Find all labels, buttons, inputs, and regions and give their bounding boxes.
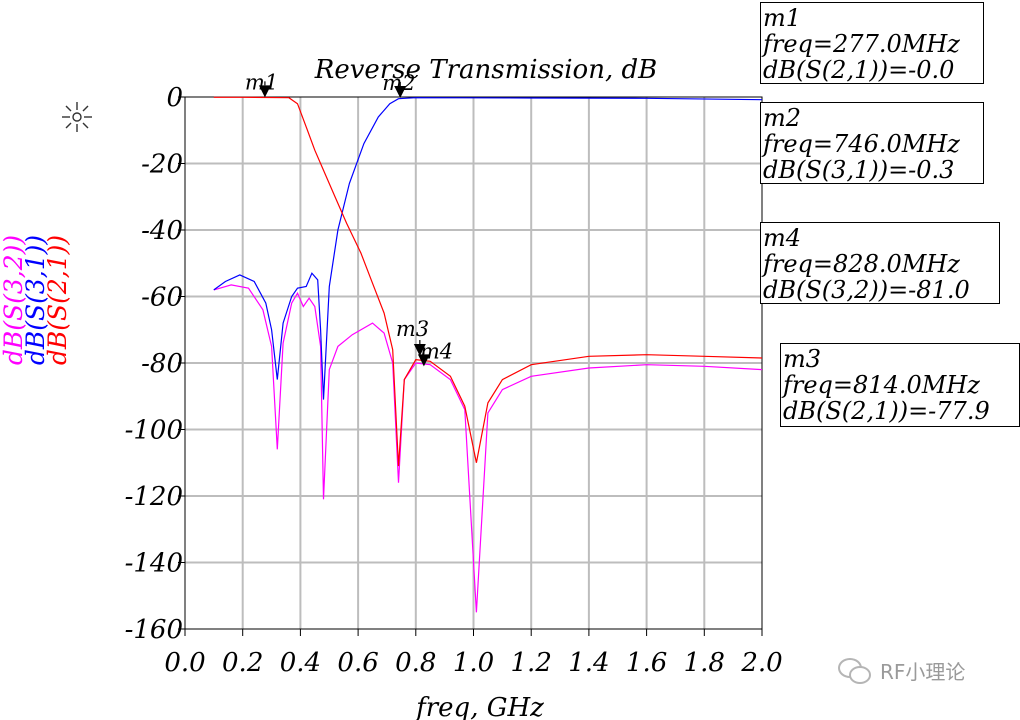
y-axis-series-label: dB(S(3,1)) xyxy=(21,235,50,365)
marker-box-title: m1 xyxy=(763,4,802,32)
y-axis-series-label: dB(S(3,2)) xyxy=(0,235,28,365)
marker-box-value: dB(S(3,1))=-0.3 xyxy=(763,156,955,184)
x-tick-label: 2.0 xyxy=(740,648,782,678)
y-tick-label: -20 xyxy=(141,150,183,180)
marker-label-m4: m4 xyxy=(420,339,453,363)
y-axis-legend: dB(S(3,2))dB(S(3,1))dB(S(2,1)) xyxy=(0,235,72,365)
marker-box-m1: m1 freq=277.0MHz dB(S(2,1))=-0.0 xyxy=(760,2,984,84)
marker-box-value: dB(S(3,2))=-81.0 xyxy=(763,276,970,304)
sun-icon xyxy=(60,100,94,134)
marker-box-title: m2 xyxy=(763,104,802,132)
y-tick-label: -140 xyxy=(125,549,183,579)
series-line-dB(S(3,1)) xyxy=(213,97,763,400)
marker-box-freq: freq=828.0MHz xyxy=(763,250,960,278)
y-tick-label: -80 xyxy=(141,349,183,379)
marker-arrow-m4 xyxy=(417,354,430,367)
y-axis-series-label: dB(S(2,1)) xyxy=(43,235,72,365)
marker-box-value: dB(S(2,1))=-0.0 xyxy=(763,56,955,84)
marker-box-m4: m4 freq=828.0MHz dB(S(3,2))=-81.0 xyxy=(760,222,1000,304)
marker-label-m2: m2 xyxy=(382,71,415,95)
x-tick-label: 1.0 xyxy=(453,648,494,678)
x-tick-label: 0.4 xyxy=(280,648,321,678)
x-tick-label: 1.4 xyxy=(568,648,609,678)
axis-ticks: 0.0 0.2 0.4 0.6 0.8 1.0 1.2 1.4 1.6 1.8 2.0 0 -20 -40… xyxy=(125,83,783,678)
y-axis-series-labels: dB(S(3,2))dB(S(3,1))dB(S(2,1)) xyxy=(0,235,72,365)
series-layer xyxy=(213,96,763,613)
y-tick-label: -160 xyxy=(125,615,183,645)
marker-box-title: m3 xyxy=(783,345,822,373)
y-tick-label: -60 xyxy=(141,283,183,313)
x-tick-label: 0.8 xyxy=(395,648,436,678)
series-line-dB(S(3,2)) xyxy=(213,284,763,613)
y-tick-label: -120 xyxy=(125,482,183,512)
watermark: RF小理论 xyxy=(838,656,965,685)
marker-box-m2: m2 freq=746.0MHz dB(S(3,1))=-0.3 xyxy=(760,102,984,184)
y-tick-label: 0 xyxy=(166,83,183,113)
marker-box-value: dB(S(2,1))=-77.9 xyxy=(783,397,990,425)
marker-box-freq: freq=746.0MHz xyxy=(763,130,960,158)
x-tick-label: 0.0 xyxy=(164,648,205,678)
marker-box-m3: m3 freq=814.0MHz dB(S(2,1))=-77.9 xyxy=(780,343,1020,427)
marker-label-m3: m3 xyxy=(396,317,429,341)
y-tick-label: -100 xyxy=(125,416,183,446)
marker-arrow-m3 xyxy=(413,344,426,357)
marker-label-m1: m1 xyxy=(245,70,278,94)
marker-box-freq: freq=814.0MHz xyxy=(783,371,980,399)
grid xyxy=(185,97,762,629)
chart-title: Reverse Transmission, dB xyxy=(314,55,657,85)
x-tick-label: 1.2 xyxy=(511,648,552,678)
x-tick-label: 1.6 xyxy=(626,648,667,678)
wechat-icon xyxy=(838,657,872,684)
marker-box-title: m4 xyxy=(763,224,802,252)
x-tick-label: 0.2 xyxy=(222,648,263,678)
watermark-text: RF小理论 xyxy=(880,660,966,684)
y-tick-label: -40 xyxy=(141,216,183,246)
marker-arrow-m2 xyxy=(394,85,407,98)
x-axis-label: freq, GHz xyxy=(414,693,544,720)
x-tick-label: 1.8 xyxy=(684,648,725,678)
x-tick-label: 0.6 xyxy=(337,648,378,678)
marker-arrow-m1 xyxy=(258,85,271,98)
marker-box-freq: freq=277.0MHz xyxy=(763,30,960,58)
series-line-dB(S(2,1)) xyxy=(213,96,763,467)
